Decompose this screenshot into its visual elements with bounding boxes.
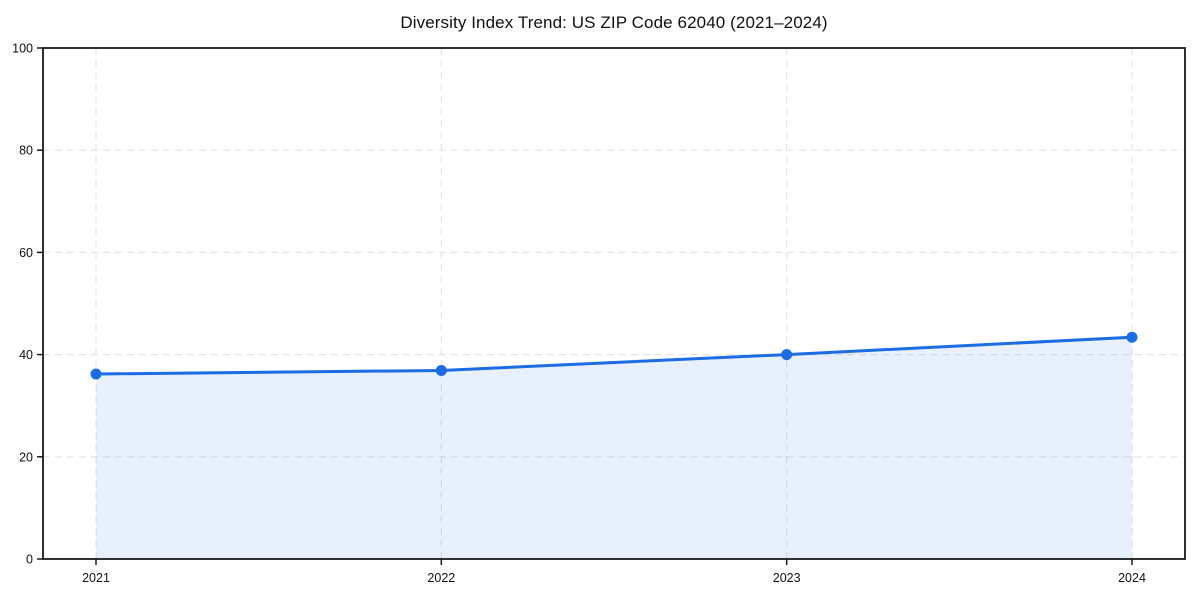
axes-border [42, 47, 1186, 560]
data-point-2024 [1126, 331, 1138, 343]
x-tick-label: 2022 [427, 571, 455, 585]
chart-title: Diversity Index Trend: US ZIP Code 62040… [400, 13, 828, 32]
y-tick-label: 40 [19, 348, 33, 362]
x-tick-label: 2023 [773, 571, 801, 585]
data-point-2021 [90, 368, 102, 380]
y-tick-label: 0 [26, 553, 33, 567]
x-tick-label: 2021 [82, 571, 110, 585]
y-tick-label: 20 [19, 450, 33, 464]
x-tick-label: 2024 [1118, 571, 1146, 585]
area-fill [96, 337, 1132, 559]
y-tick-label: 80 [19, 144, 33, 158]
y-tick-label: 100 [12, 42, 33, 56]
data-point-2023 [781, 349, 793, 361]
y-tick-label: 60 [19, 246, 33, 260]
data-line [94, 335, 1134, 376]
data-point-2022 [435, 364, 447, 376]
